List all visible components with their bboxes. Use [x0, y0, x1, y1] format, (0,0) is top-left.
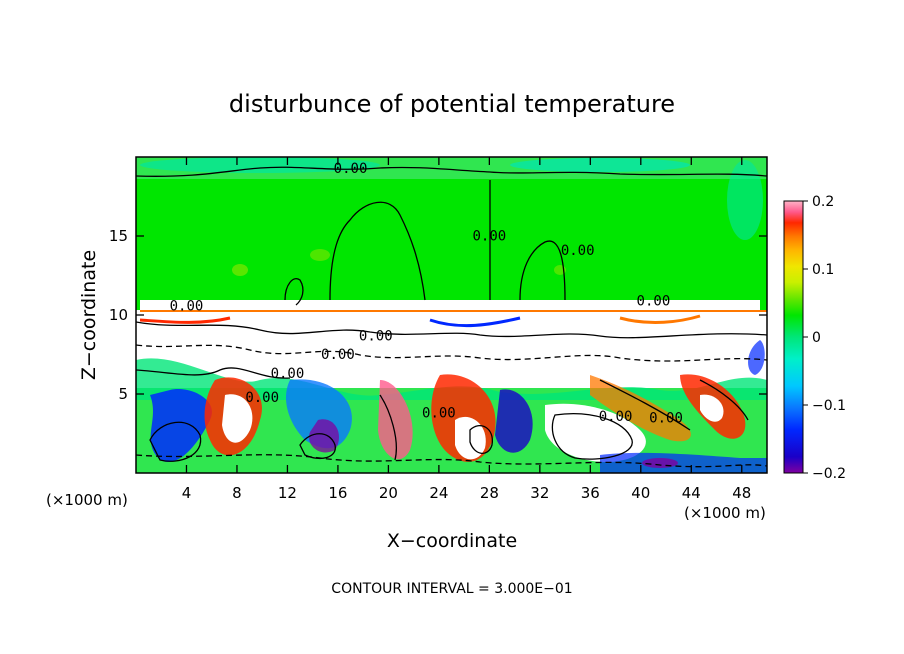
contour-label: 0.00 — [170, 298, 204, 314]
colorbar-ticks: 0.2 0.1 0 −0.1 −0.2 — [803, 194, 846, 482]
x-tick-label: 12 — [278, 484, 297, 502]
x-tick-label: 48 — [732, 484, 751, 502]
contour-labels: 0.000.000.000.00 0.000.000.000.000.000.00… — [170, 161, 683, 427]
chart-title: disturbunce of potential temperature — [229, 90, 675, 118]
contour-label: 0.00 — [422, 406, 456, 422]
y-tick-label: 10 — [109, 306, 128, 324]
x-axis: 4 8 12 16 20 24 28 32 36 40 44 48 — [182, 157, 751, 502]
contour-label: 0.00 — [649, 410, 683, 426]
x-tick-label: 40 — [631, 484, 650, 502]
colorbar-tick-label: 0 — [812, 330, 821, 346]
contour-label: 0.00 — [599, 409, 633, 425]
contour-label: 0.00 — [473, 229, 507, 245]
colorbar-tick-label: 0.2 — [812, 194, 834, 210]
x-tick-label: 16 — [328, 484, 347, 502]
x-tick-label: 28 — [480, 484, 499, 502]
x-tick-label: 20 — [379, 484, 398, 502]
contour-label: 0.00 — [245, 390, 279, 406]
contour-label: 0.00 — [321, 347, 355, 363]
contour-label: 0.00 — [359, 328, 393, 344]
contour-label: 0.00 — [637, 294, 671, 310]
y-tick-label: 15 — [109, 227, 128, 245]
x-tick-label: 24 — [429, 484, 448, 502]
y-axis: 5 10 15 — [109, 227, 767, 403]
x-unit-label-right: (×1000 m) — [684, 504, 766, 522]
x-axis-label: X−coordinate — [387, 530, 517, 552]
colorbar-tick-label: −0.2 — [812, 466, 846, 482]
x-tick-label: 8 — [232, 484, 242, 502]
y-tick-label: 5 — [118, 385, 128, 403]
colorbar — [783, 200, 804, 474]
colorbar-tick-label: 0.1 — [812, 262, 834, 278]
contour-label: 0.00 — [271, 366, 305, 382]
y-axis-label: Z−coordinate — [78, 250, 100, 380]
x-tick-label: 4 — [182, 484, 192, 502]
contour-label: 0.00 — [334, 161, 368, 177]
colorbar-tick-label: −0.1 — [812, 398, 846, 414]
x-tick-label: 44 — [682, 484, 701, 502]
contour-interval-note: CONTOUR INTERVAL = 3.000E−01 — [331, 581, 572, 597]
x-tick-label: 36 — [581, 484, 600, 502]
x-unit-label-left: (×1000 m) — [46, 491, 128, 509]
contour-label: 0.00 — [561, 243, 595, 259]
contour-lines — [136, 166, 767, 468]
x-tick-label: 32 — [530, 484, 549, 502]
heatmap-field — [136, 157, 767, 473]
